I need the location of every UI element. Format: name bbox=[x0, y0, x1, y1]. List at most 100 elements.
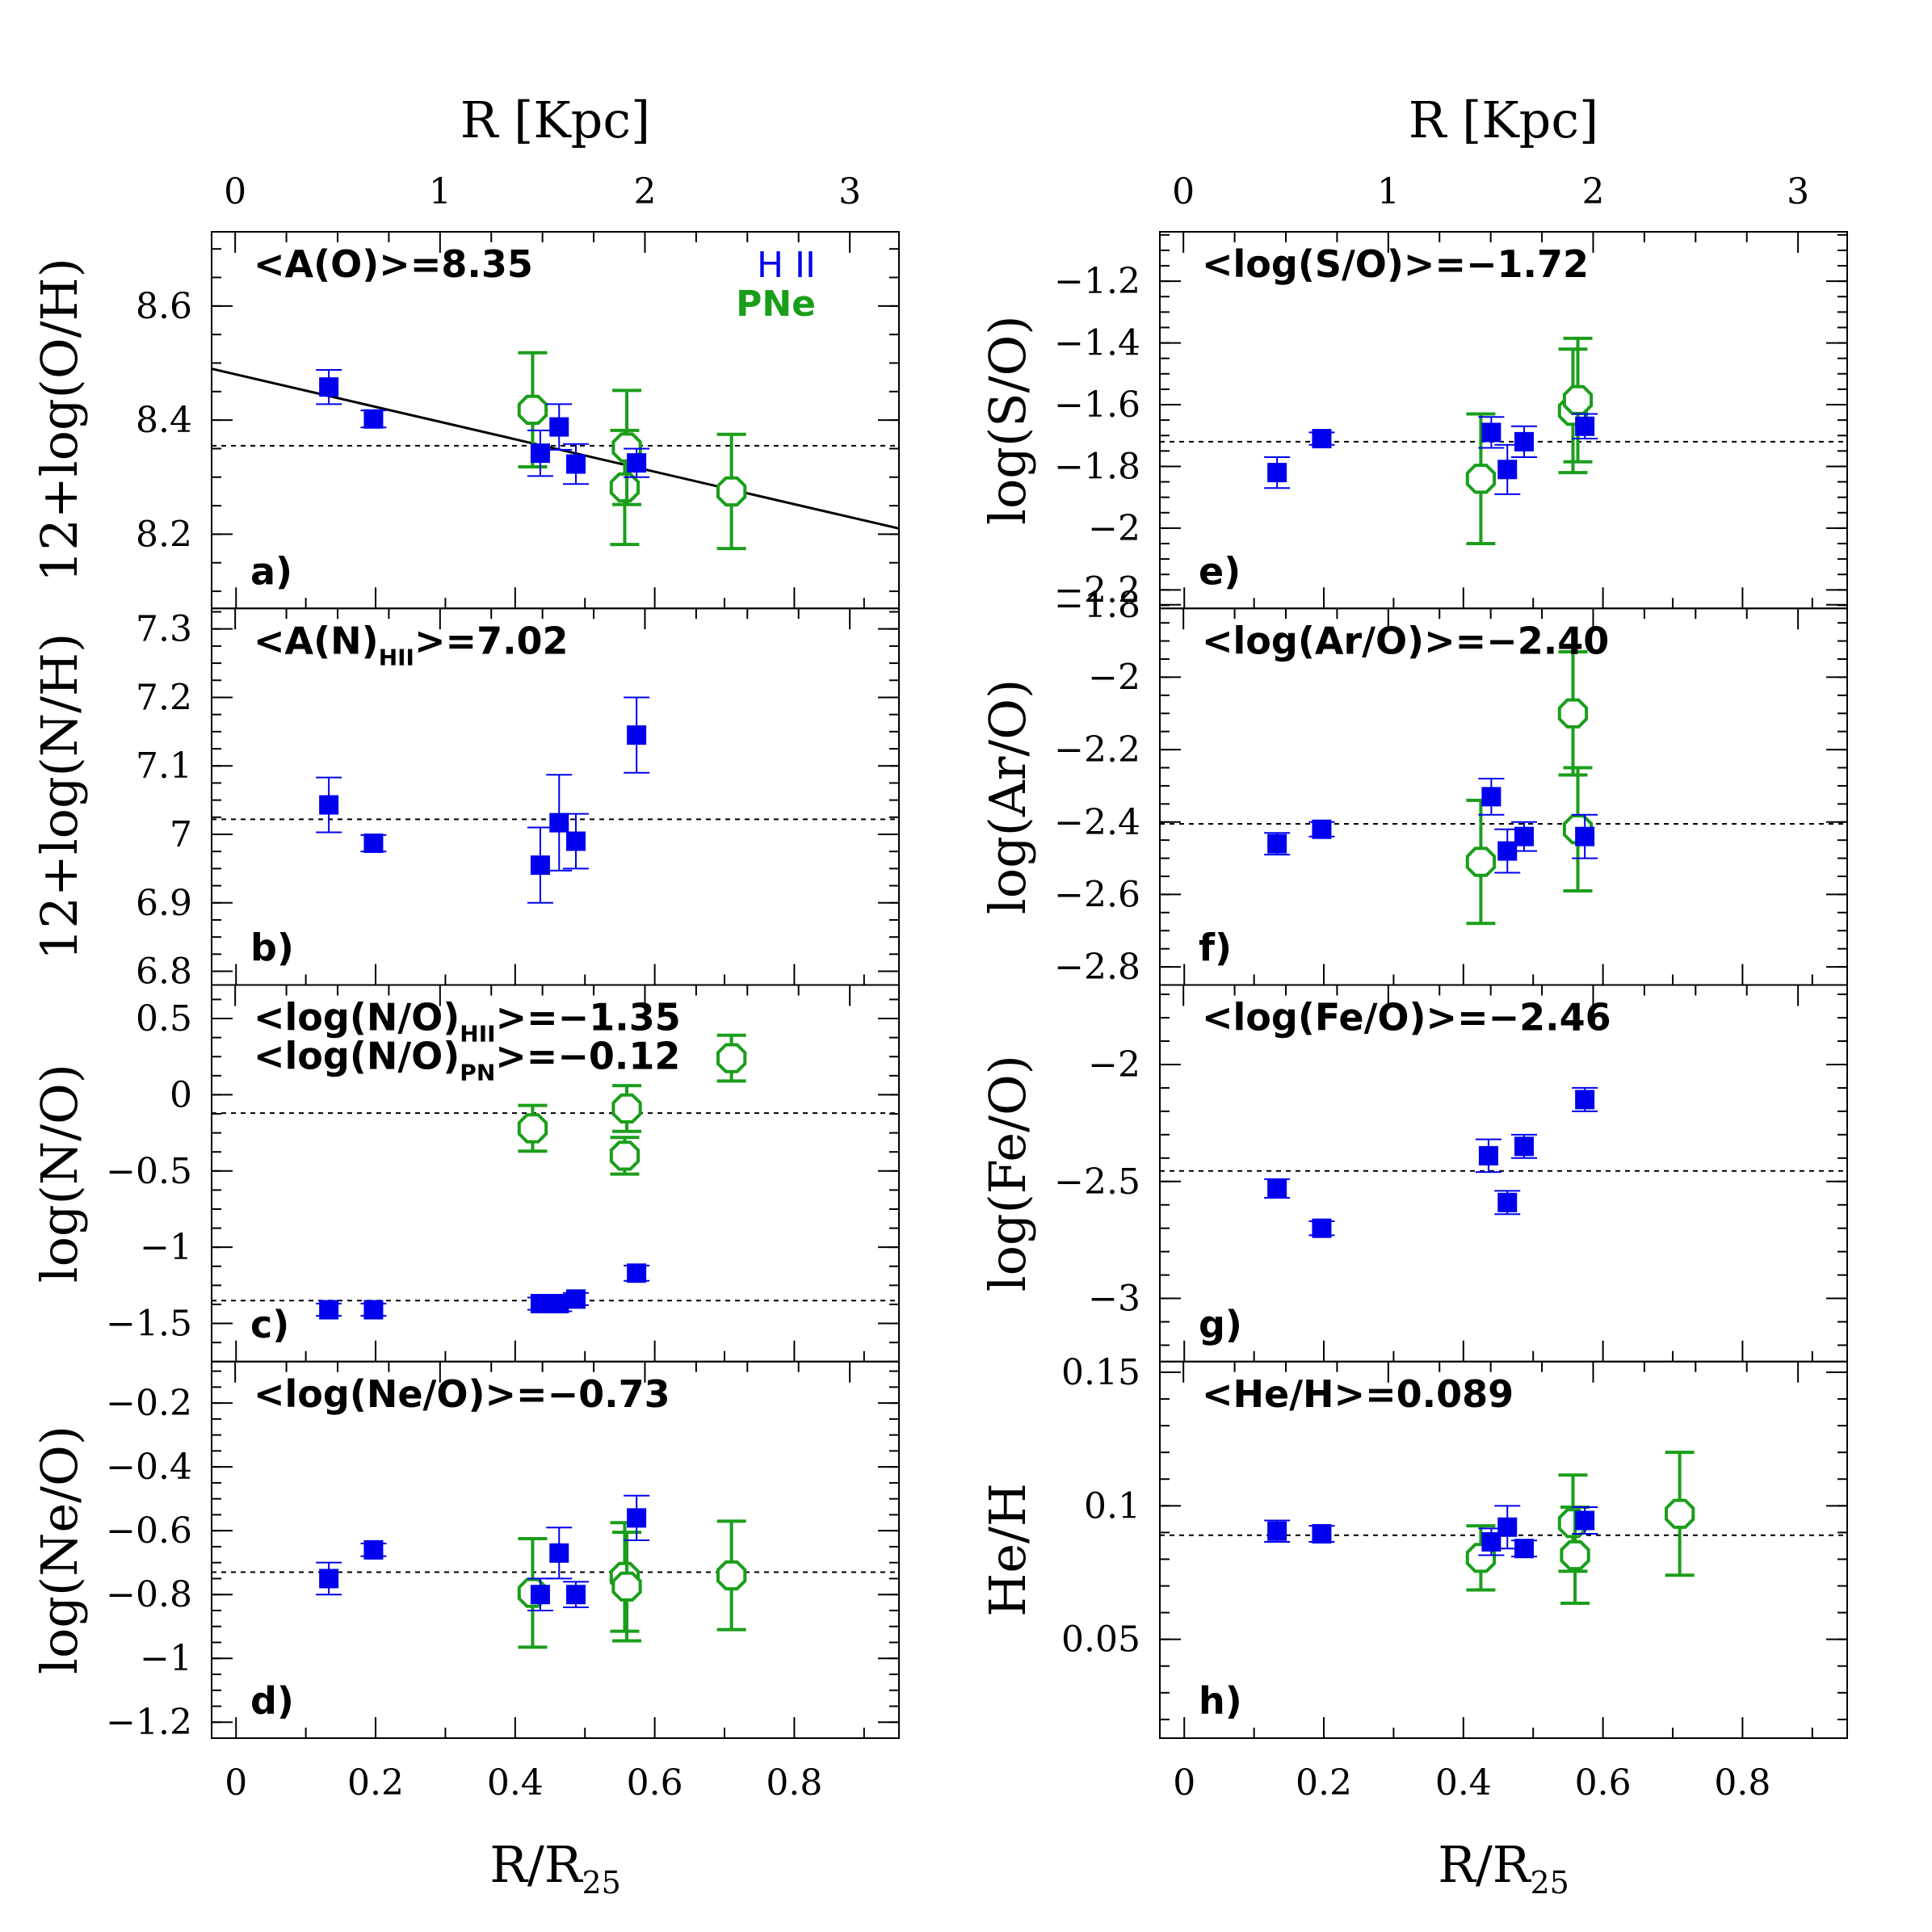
hii-marker bbox=[627, 1508, 646, 1527]
hii-point bbox=[360, 410, 386, 429]
hii-point bbox=[1572, 414, 1598, 439]
hii-point bbox=[1264, 833, 1290, 855]
x-tick-label: 0.6 bbox=[627, 1762, 683, 1804]
panel-c: −1.5−1−0.500.5 <log(N/O)HII>=−1.35<log(N/… bbox=[30, 985, 899, 1362]
panel-annotation: <A(O)>=8.35 bbox=[254, 242, 533, 286]
pne-marker bbox=[519, 397, 546, 423]
y-axis-title: log(Fe/O) bbox=[978, 1055, 1037, 1292]
x-tick-label: 0.8 bbox=[766, 1762, 822, 1804]
panel-g: −3−2.5−2<log(Fe/O)>=−2.46g)log(Fe/O) bbox=[978, 985, 1847, 1362]
pne-marker bbox=[718, 1045, 745, 1072]
hii-marker bbox=[319, 1300, 338, 1320]
panel-annotation: <log(Ar/O)>=−2.40 bbox=[1202, 619, 1609, 662]
hii-point bbox=[546, 775, 572, 871]
hii-marker bbox=[566, 1289, 586, 1308]
hii-marker bbox=[531, 1585, 550, 1604]
hii-point bbox=[316, 778, 342, 833]
y-tick-label: 7.2 bbox=[136, 677, 192, 718]
pne-point bbox=[1466, 800, 1495, 923]
pne-marker bbox=[613, 1573, 640, 1600]
hii-marker bbox=[1481, 787, 1501, 806]
hii-marker bbox=[549, 1294, 569, 1313]
panel-annotation: <log(Ne/O)>=−0.73 bbox=[254, 1372, 670, 1416]
panel-letter: c) bbox=[250, 1303, 289, 1346]
y-axis-title: log(S/O) bbox=[978, 315, 1037, 524]
hii-marker bbox=[1312, 429, 1331, 448]
y-axis-title: log(Ne/O) bbox=[30, 1426, 89, 1674]
pne-point bbox=[717, 1035, 746, 1082]
panel-annotation: <log(Fe/O)>=−2.46 bbox=[1202, 996, 1611, 1040]
pne-point bbox=[1564, 338, 1593, 462]
hii-point bbox=[360, 1540, 386, 1560]
hii-point bbox=[1264, 1178, 1290, 1198]
panel-letter: h) bbox=[1199, 1679, 1242, 1723]
hii-marker bbox=[1497, 460, 1517, 479]
hii-marker bbox=[1481, 422, 1501, 442]
hii-point bbox=[1308, 820, 1334, 839]
pne-marker bbox=[1561, 1542, 1588, 1569]
x-tick-label: 0.2 bbox=[347, 1762, 404, 1804]
panel-annotation: <A(N)HII>=7.02 bbox=[254, 619, 569, 670]
top-tick-label: 0 bbox=[1172, 171, 1195, 212]
hii-marker bbox=[1267, 463, 1287, 482]
pne-point bbox=[612, 1532, 641, 1640]
gradient-fit-line bbox=[212, 369, 899, 529]
y-tick-label: 0.15 bbox=[1061, 1352, 1140, 1393]
panel-b: 6.8 6.9 7 7.1 7.2 7.3 <A(N)HII>=7.02 b) 12+log(N… bbox=[30, 608, 899, 992]
y-tick-label: 8.6 bbox=[136, 286, 192, 327]
pne-marker bbox=[519, 1115, 546, 1141]
hii-marker bbox=[566, 831, 586, 850]
panel-f: −2.8 −2.6 −2.4 −2.2 −2 −1.8 <log(Ar/O)>=−2.40 f… bbox=[978, 585, 1847, 988]
hii-marker bbox=[627, 453, 646, 472]
hii-marker bbox=[363, 410, 383, 429]
y-tick-label: −2 bbox=[1088, 657, 1140, 698]
y-tick-label: −1 bbox=[140, 1638, 192, 1679]
y-tick-label: 0 bbox=[170, 1074, 192, 1115]
hii-marker bbox=[363, 1300, 383, 1320]
hii-marker bbox=[627, 1263, 646, 1283]
hii-point bbox=[1511, 1135, 1537, 1158]
hii-marker bbox=[1514, 1136, 1534, 1156]
panel-h: 0.05 0.1 0.15 <He/H>=0.089 h) He/H bbox=[978, 1352, 1847, 1738]
hii-point bbox=[360, 1300, 386, 1320]
y-axis-title: log(Ar/O) bbox=[978, 679, 1037, 914]
hii-marker bbox=[1514, 827, 1534, 846]
y-tick-label: 7.1 bbox=[136, 746, 192, 787]
hii-point bbox=[1572, 1507, 1598, 1534]
y-tick-label: −3 bbox=[1088, 1279, 1140, 1320]
x-tick-label: 0.2 bbox=[1296, 1762, 1352, 1804]
hii-marker bbox=[1575, 827, 1594, 846]
hii-marker bbox=[627, 725, 646, 745]
hii-point bbox=[316, 1563, 342, 1595]
top-tick-label: 1 bbox=[1377, 171, 1400, 212]
y-tick-label: −0.4 bbox=[106, 1447, 192, 1488]
top-tick-label: 1 bbox=[429, 171, 452, 212]
hii-point bbox=[1511, 1539, 1537, 1558]
y-tick-label: 0.05 bbox=[1061, 1619, 1140, 1661]
pne-marker bbox=[611, 1142, 638, 1169]
y-tick-label: −1.2 bbox=[1054, 261, 1140, 302]
y-axis-title: 12+log(N/H) bbox=[30, 633, 89, 960]
pne-point bbox=[1665, 1452, 1695, 1575]
hii-marker bbox=[1312, 1219, 1331, 1238]
y-tick-label: −0.8 bbox=[106, 1574, 192, 1615]
hii-marker bbox=[1479, 1146, 1498, 1166]
hii-point bbox=[1308, 429, 1334, 448]
hii-point bbox=[1308, 1219, 1334, 1238]
legend-hii: H II bbox=[757, 245, 816, 286]
hii-point bbox=[624, 697, 649, 772]
y-tick-label: −0.2 bbox=[106, 1383, 192, 1424]
x-tick-label: 0 bbox=[1173, 1762, 1195, 1804]
y-tick-label: 8.2 bbox=[136, 514, 192, 555]
hii-marker bbox=[1267, 1522, 1287, 1541]
y-tick-label: 8.4 bbox=[136, 400, 192, 441]
x-tick-label: 0.8 bbox=[1714, 1762, 1770, 1804]
top-tick-label: 2 bbox=[1581, 171, 1604, 212]
y-tick-label: −1.8 bbox=[1054, 585, 1140, 626]
pne-point bbox=[717, 1521, 746, 1629]
hii-point bbox=[527, 828, 553, 903]
abundance-gradient-figure: 8.28.48.6<A(O)>=8.35 H IIPNea)12+log(O/H)… bbox=[0, 0, 1932, 1932]
hii-point bbox=[546, 1527, 572, 1578]
hii-point bbox=[1494, 445, 1520, 494]
panel-letter: e) bbox=[1199, 549, 1241, 593]
